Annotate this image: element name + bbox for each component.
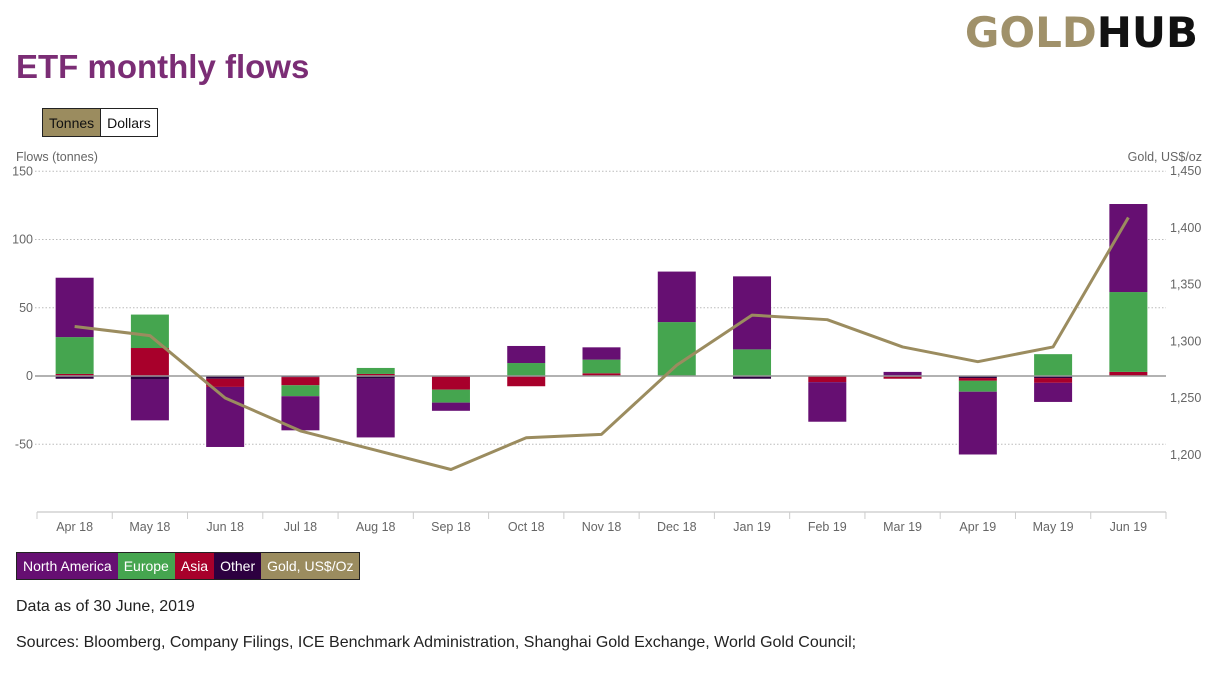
x-tick-label: Feb 19	[808, 520, 847, 534]
x-tick-label: Sep 18	[431, 520, 471, 534]
data-as-of-note: Data as of 30 June, 2019	[16, 598, 195, 615]
y2-tick-label: 1,350	[1170, 278, 1201, 292]
bar-north-america[interactable]	[206, 386, 245, 447]
bar-north-america[interactable]	[507, 345, 546, 364]
bar-asia[interactable]	[55, 373, 94, 376]
bar-europe[interactable]	[130, 314, 169, 349]
x-tick-label: Apr 18	[56, 520, 93, 534]
bar-other[interactable]	[1034, 376, 1073, 379]
legend-gold-price[interactable]: Gold, US$/Oz	[261, 553, 360, 579]
bar-north-america[interactable]	[431, 402, 470, 411]
bar-europe[interactable]	[1109, 292, 1148, 372]
x-tick-label: Oct 18	[508, 520, 545, 534]
bar-other[interactable]	[356, 376, 395, 379]
bar-europe[interactable]	[1034, 354, 1073, 376]
y2-tick-label: 1,250	[1170, 391, 1201, 405]
bar-north-america[interactable]	[733, 276, 772, 350]
bar-north-america[interactable]	[808, 382, 847, 422]
goldhub-logo[interactable]: GOLDHUB	[965, 8, 1198, 57]
logo-hub-text: HUB	[1096, 8, 1198, 57]
legend-asia[interactable]: Asia	[174, 553, 215, 579]
x-tick-label: Nov 18	[582, 520, 622, 534]
legend-north-america[interactable]: North America	[17, 553, 118, 579]
gold-price-line[interactable]	[74, 216, 1130, 472]
bar-asia[interactable]	[206, 378, 245, 387]
bar-north-america[interactable]	[1034, 382, 1073, 402]
y2-tick-label: 1,200	[1170, 448, 1201, 462]
y2-tick-label: 1,400	[1170, 221, 1201, 235]
x-tick-label: Dec 18	[657, 520, 697, 534]
bar-other[interactable]	[130, 376, 169, 380]
bar-north-america[interactable]	[1109, 204, 1148, 293]
legend-europe[interactable]: Europe	[117, 553, 175, 579]
x-tick-label: May 18	[129, 520, 170, 534]
y-axis-title: Flows (tonnes)	[16, 150, 98, 164]
bar-asia[interactable]	[356, 373, 395, 376]
bar-other[interactable]	[958, 376, 997, 379]
y-tick-label: 150	[12, 164, 33, 178]
y2-tick-label: 1,450	[1170, 164, 1201, 178]
dollars-toggle-button[interactable]: Dollars	[101, 109, 157, 136]
bar-other[interactable]	[55, 376, 94, 379]
bar-north-america[interactable]	[582, 347, 621, 360]
bar-north-america[interactable]	[657, 271, 696, 323]
bar-asia[interactable]	[431, 376, 470, 390]
x-tick-label: Jun 19	[1110, 520, 1148, 534]
bar-europe[interactable]	[507, 363, 546, 376]
y-tick-label: 100	[12, 233, 33, 247]
bar-europe[interactable]	[958, 380, 997, 392]
bar-north-america[interactable]	[958, 391, 997, 455]
bar-asia[interactable]	[130, 348, 169, 376]
chart-legend: North America Europe Asia Other Gold, US…	[16, 552, 361, 580]
bar-europe[interactable]	[582, 359, 621, 374]
bar-europe[interactable]	[657, 322, 696, 376]
bar-asia[interactable]	[507, 376, 546, 387]
bar-europe[interactable]	[733, 349, 772, 376]
tonnes-toggle-button[interactable]: Tonnes	[43, 109, 102, 136]
bar-north-america[interactable]	[883, 371, 922, 376]
bar-asia[interactable]	[883, 376, 922, 379]
x-tick-label: Aug 18	[356, 520, 396, 534]
y-tick-label: -50	[15, 437, 33, 451]
bar-europe[interactable]	[281, 385, 320, 397]
logo-gold-text: GOLD	[964, 8, 1097, 57]
y2-axis-title: Gold, US$/oz	[1128, 150, 1202, 164]
unit-toggle: Tonnes Dollars	[42, 108, 158, 137]
bar-asia[interactable]	[808, 376, 847, 383]
sources-note: Sources: Bloomberg, Company Filings, ICE…	[16, 634, 857, 651]
bar-asia[interactable]	[582, 373, 621, 376]
y2-tick-label: 1,300	[1170, 334, 1201, 348]
y-tick-label: 50	[19, 301, 33, 315]
etf-flows-chart: 150 100 50 0 -50 1,450 1,400 1,350 1,300 1,250 1,2…	[12, 150, 1202, 534]
y-tick-label: 0	[26, 369, 33, 383]
x-tick-label: Jul 18	[284, 520, 317, 534]
bar-north-america[interactable]	[356, 378, 395, 438]
bar-other[interactable]	[206, 376, 245, 379]
x-tick-label: May 19	[1033, 520, 1074, 534]
bar-asia[interactable]	[1109, 371, 1148, 376]
page-title: ETF monthly flows	[16, 48, 310, 85]
bar-other[interactable]	[733, 376, 772, 379]
bar-north-america[interactable]	[130, 379, 169, 421]
bar-europe[interactable]	[431, 389, 470, 403]
x-tick-label: Jan 19	[733, 520, 771, 534]
bar-europe[interactable]	[356, 367, 395, 374]
legend-other[interactable]: Other	[214, 553, 262, 579]
bar-europe[interactable]	[55, 337, 94, 374]
bar-asia[interactable]	[1034, 378, 1073, 383]
x-tick-label: Jun 18	[206, 520, 244, 534]
bar-asia[interactable]	[958, 378, 997, 381]
x-tick-label: Apr 19	[959, 520, 996, 534]
x-tick-label: Mar 19	[883, 520, 922, 534]
bar-asia[interactable]	[281, 377, 320, 386]
